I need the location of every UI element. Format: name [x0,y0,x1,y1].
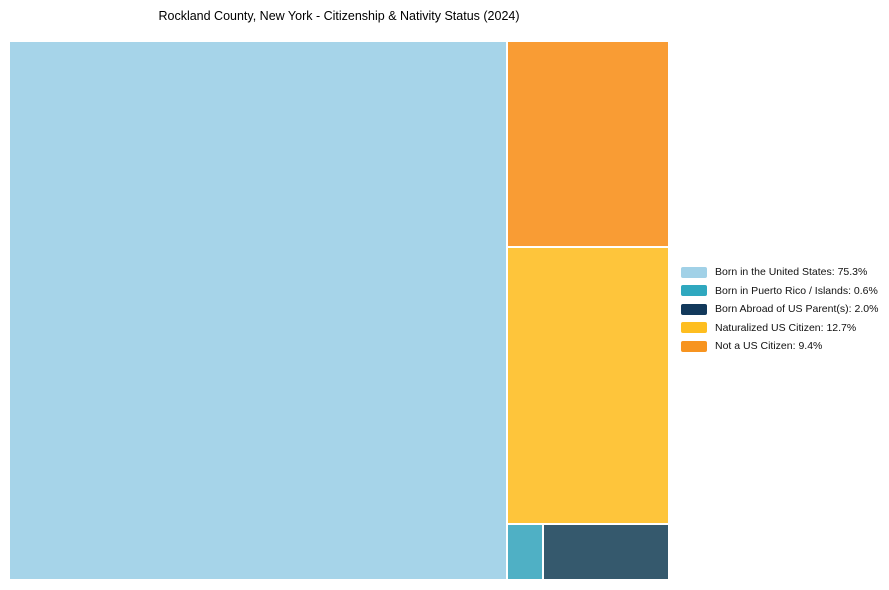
legend-item-born-in-the-united-states[interactable]: Born in the United States: 75.3% [681,266,878,278]
treemap-cell-born-abroad-of-us-parents[interactable] [544,525,668,579]
treemap-cell-naturalized-us-citizen[interactable] [508,248,668,523]
legend-label: Born in Puerto Rico / Islands: 0.6% [715,284,878,297]
legend: Born in the United States: 75.3% Born in … [681,266,878,352]
legend-swatch-icon [681,266,707,278]
legend-label: Born in the United States: 75.3% [715,266,868,278]
legend-swatch-icon [681,285,707,296]
legend-swatch-icon [681,303,707,315]
treemap-plot [10,42,668,579]
treemap-cell-born-in-the-united-states[interactable] [10,42,506,579]
legend-item-born-abroad-of-us-parents[interactable]: Born Abroad of US Parent(s): 2.0% [681,303,878,315]
legend-swatch-icon [681,340,707,352]
legend-swatch-icon [681,322,707,333]
legend-label: Not a US Citizen: 9.4% [715,340,823,352]
legend-label: Born Abroad of US Parent(s): 2.0% [715,303,879,315]
treemap-cell-not-a-us-citizen[interactable] [508,42,668,246]
treemap-cell-born-in-puerto-rico-islands[interactable] [508,525,542,579]
legend-item-naturalized-us-citizen[interactable]: Naturalized US Citizen: 12.7% [681,322,878,334]
legend-item-not-a-us-citizen[interactable]: Not a US Citizen: 9.4% [681,340,878,352]
legend-item-born-in-puerto-rico-islands[interactable]: Born in Puerto Rico / Islands: 0.6% [681,285,878,297]
legend-label: Naturalized US Citizen: 12.7% [715,321,857,334]
chart-title: Rockland County, New York - Citizenship … [158,9,520,23]
